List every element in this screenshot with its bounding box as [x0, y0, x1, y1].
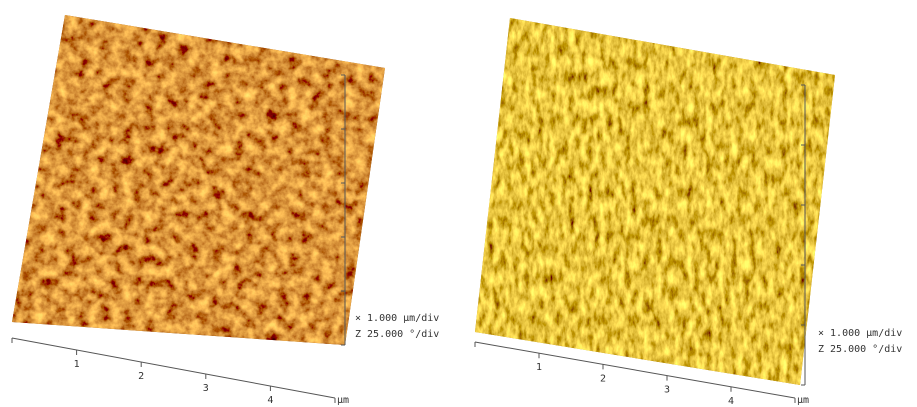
scale-x: × 1.000 µm/div: [818, 328, 902, 339]
surface-right: [460, 0, 850, 400]
scale-z: Z 25.000 °/div: [355, 329, 439, 340]
surface-left: [0, 0, 400, 360]
afm-figure: 1 2 3 4 µm × 1.000 µm/div Z 25.000 °/div 1 2 3 4 µm…: [0, 0, 917, 407]
x-tick-label: 4: [267, 395, 273, 406]
x-unit: µm: [337, 395, 349, 406]
x-tick-label: 3: [203, 383, 209, 394]
scale-z: Z 25.000 °/div: [818, 344, 902, 355]
x-tick-label: 1: [536, 362, 542, 373]
x-tick-label: 3: [664, 385, 670, 396]
scale-x: × 1.000 µm/div: [355, 313, 439, 324]
x-tick-label: 2: [600, 373, 606, 384]
x-tick-label: 2: [138, 371, 144, 382]
x-unit: µm: [797, 395, 809, 406]
x-axis: [12, 338, 335, 398]
x-tick-label: 1: [74, 359, 80, 370]
x-tick-label: 4: [728, 396, 734, 407]
